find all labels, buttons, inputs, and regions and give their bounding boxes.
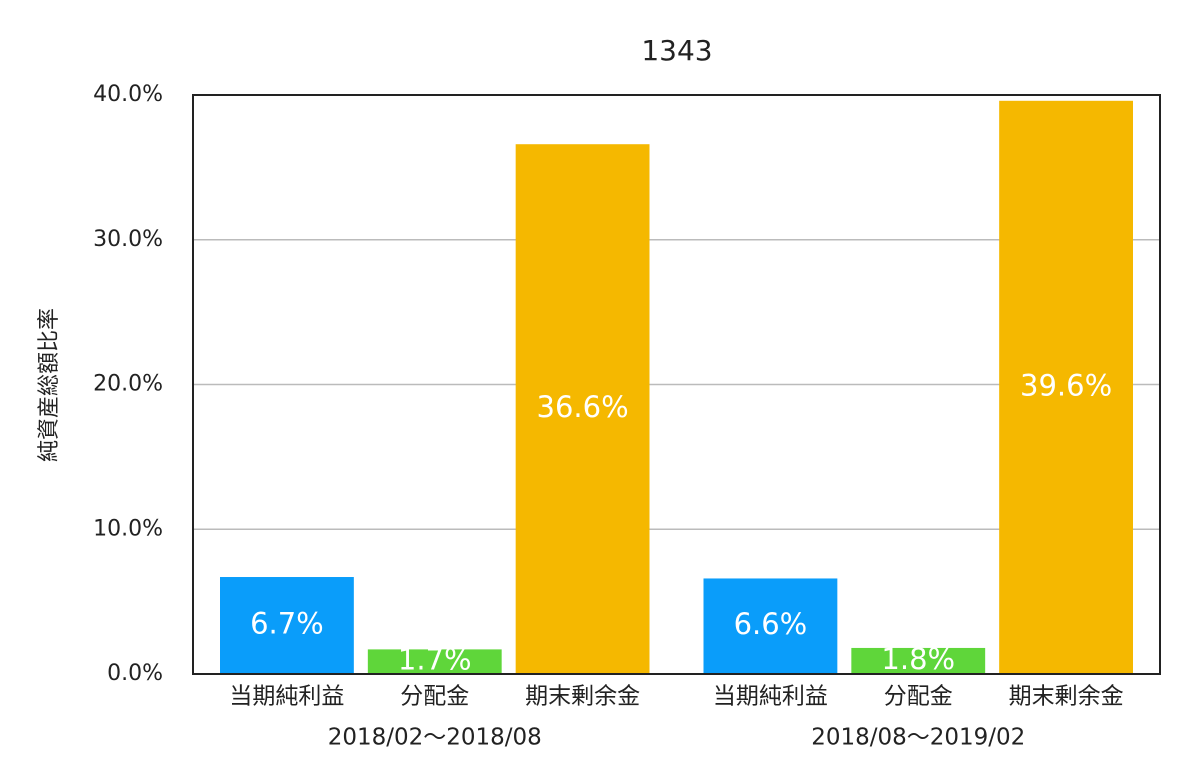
x-tick-label: 期末剰余金 — [1009, 684, 1124, 710]
group-label: 2018/08〜2019/02 — [811, 725, 1025, 751]
value-label: 6.7% — [250, 607, 324, 641]
y-axis-label: 純資産総額比率 — [37, 308, 62, 462]
y-tick-label: 40.0% — [93, 82, 163, 107]
plot-frame — [192, 94, 1161, 675]
value-label: 39.6% — [1020, 368, 1112, 402]
bar — [851, 647, 986, 674]
bar — [367, 649, 502, 674]
x-tick-label: 分配金 — [400, 684, 469, 710]
x-tick-label: 期末剰余金 — [525, 684, 640, 710]
bar — [999, 100, 1133, 674]
chart-title: 1343 — [641, 34, 712, 67]
value-label: 1.8% — [881, 642, 955, 676]
group-label: 2018/02〜2018/08 — [328, 725, 542, 751]
y-tick-label: 0.0% — [107, 661, 163, 686]
x-tick-label: 当期純利益 — [713, 684, 828, 710]
value-label: 36.6% — [537, 390, 629, 424]
value-label: 1.7% — [398, 643, 472, 677]
y-tick-label: 10.0% — [93, 516, 163, 541]
value-label: 6.6% — [734, 607, 808, 641]
bar — [220, 577, 354, 674]
x-tick-label: 分配金 — [884, 684, 953, 710]
bar — [515, 144, 650, 674]
y-tick-label: 20.0% — [93, 372, 163, 397]
y-tick-label: 30.0% — [93, 227, 163, 252]
bar — [703, 578, 838, 674]
x-tick-label: 当期純利益 — [229, 684, 344, 710]
